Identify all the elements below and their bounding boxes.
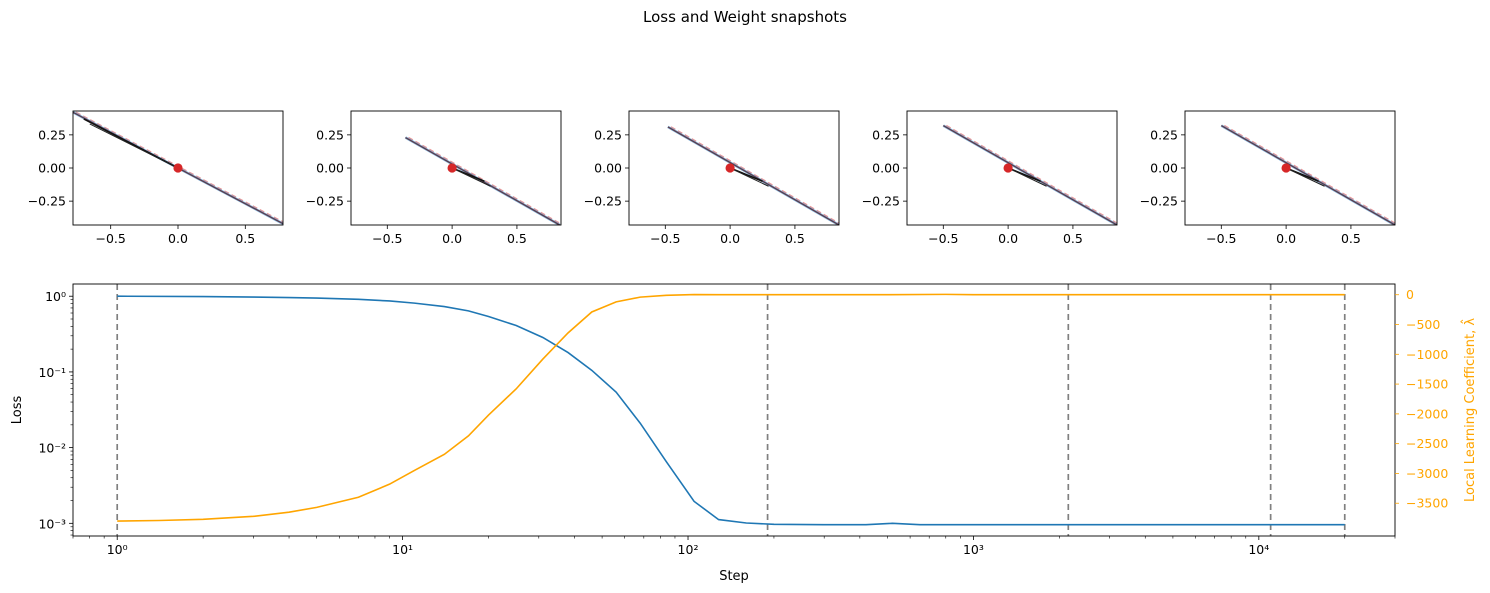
snapshot-y-tick-label: 0.25 xyxy=(316,127,344,142)
snapshot-x-tick-label: 0.0 xyxy=(442,231,462,246)
main-y-tick-label: 10⁻³ xyxy=(38,516,66,531)
main-y-right-tick-label: 0 xyxy=(1406,287,1414,302)
snapshot-x-tick-label: 0.0 xyxy=(168,231,188,246)
snapshot-y-tick-label: 0.25 xyxy=(594,127,622,142)
loss-series-line xyxy=(117,295,1345,526)
x-axis-label: Step xyxy=(719,569,749,584)
snapshot-weight-vector xyxy=(729,167,769,187)
snapshot-x-tick-label: 0.0 xyxy=(1276,231,1296,246)
snapshot-bias-marker xyxy=(447,163,457,173)
snapshot-panel: −0.5 0.0 0.5 0.25 0.00 −0.25 xyxy=(306,110,562,246)
snapshot-y-tick-label: 0.00 xyxy=(38,161,66,176)
snapshot-reference-line xyxy=(408,136,561,225)
snapshot-y-tick-label: 0.00 xyxy=(1150,161,1178,176)
snapshot-x-tick-label: 0.5 xyxy=(1063,231,1083,246)
snapshot-y-tick-label: −0.25 xyxy=(584,194,622,209)
snapshot-panel: −0.5 0.0 0.5 0.25 0.00 −0.25 xyxy=(1140,110,1396,246)
snapshot-plot-area xyxy=(73,111,283,225)
snapshot-x-tick-label: −0.5 xyxy=(928,231,958,246)
snapshot-x-tick-label: 0.5 xyxy=(1341,231,1361,246)
main-x-tick-label: 10¹ xyxy=(392,542,413,557)
snapshot-reference-line xyxy=(945,124,1117,225)
snapshot-bias-marker xyxy=(1281,163,1291,173)
snapshot-weight-vector xyxy=(1007,167,1047,187)
snapshot-y-tick-label: 0.00 xyxy=(872,161,900,176)
snapshot-weight-line xyxy=(942,125,1117,225)
snapshot-weight-vector xyxy=(451,167,491,187)
main-y-right-tick-label: −1500 xyxy=(1406,377,1448,392)
snapshot-x-tick-label: 0.0 xyxy=(720,231,740,246)
main-y-right-tick-label: −3000 xyxy=(1406,466,1448,481)
snapshot-x-tick-label: 0.5 xyxy=(507,231,527,246)
snapshot-x-tick-label: −0.5 xyxy=(96,231,126,246)
snapshot-y-tick-label: −0.25 xyxy=(1140,194,1178,209)
snapshot-x-tick-label: −0.5 xyxy=(1206,231,1236,246)
snapshot-x-tick-label: 0.5 xyxy=(785,231,805,246)
snapshot-bias-marker xyxy=(173,163,183,173)
main-frame xyxy=(72,283,1396,537)
main-y-right-tick-label: −3500 xyxy=(1406,496,1448,511)
snapshot-plot-area xyxy=(667,125,839,225)
snapshot-plot-area xyxy=(404,136,561,225)
snapshot-x-tick-label: −0.5 xyxy=(372,231,402,246)
main-y-right-tick-label: −2000 xyxy=(1406,406,1448,421)
main-y-tick-label: 10⁻¹ xyxy=(38,365,66,380)
llc-series-line xyxy=(117,293,1345,522)
main-y-tick-label: 10⁰ xyxy=(45,289,66,304)
main-y-right-tick-label: −1000 xyxy=(1406,347,1448,362)
figure-title: Loss and Weight snapshots xyxy=(643,8,847,26)
snapshot-panel: −0.5 0.0 0.5 0.25 0.00 −0.25 xyxy=(584,110,840,246)
snapshot-y-tick-label: −0.25 xyxy=(862,194,900,209)
snapshot-panel: −0.5 0.0 0.5 0.25 0.00 −0.25 xyxy=(28,110,284,246)
snapshot-y-tick-label: −0.25 xyxy=(28,194,66,209)
snapshot-y-tick-label: 0.25 xyxy=(872,127,900,142)
main-chart: 10⁰ 10¹ 10² 10³ 10⁴ 10⁻³ 10⁻² 10⁻¹ 10⁰ 0 −500 −1000… xyxy=(10,283,1478,584)
snapshot-weight-vector xyxy=(89,123,179,169)
snapshot-bias-marker xyxy=(1003,163,1013,173)
y-right-axis-label: Local Learning Coefficient, λ̂ xyxy=(1461,318,1478,502)
snapshot-bias-marker xyxy=(725,163,735,173)
snapshot-panels: −0.5 0.0 0.5 0.25 0.00 −0.25 −0.5 0.0 0.5 0.25 0.0… xyxy=(28,110,1396,246)
snapshot-y-tick-label: 0.00 xyxy=(594,161,622,176)
snapshot-y-tick-label: 0.00 xyxy=(316,161,344,176)
snapshot-x-tick-label: 0.5 xyxy=(235,231,255,246)
main-x-tick-label: 10⁴ xyxy=(1248,542,1269,557)
main-x-tick-label: 10³ xyxy=(963,542,984,557)
snapshot-y-tick-label: 0.25 xyxy=(1150,127,1178,142)
main-plot-area xyxy=(116,284,1346,536)
main-y-right-tick-label: −2500 xyxy=(1406,436,1448,451)
snapshot-weight-vector xyxy=(1285,167,1325,187)
snapshot-weight-line xyxy=(667,126,839,225)
main-x-tick-label: 10² xyxy=(678,542,699,557)
snapshot-y-tick-label: −0.25 xyxy=(306,194,344,209)
snapshot-reference-line xyxy=(1223,124,1395,225)
snapshot-reference-line xyxy=(670,126,839,225)
snapshot-plot-area xyxy=(942,124,1117,225)
snapshot-plot-area xyxy=(1220,124,1395,225)
snapshot-weight-line xyxy=(1220,125,1395,225)
main-x-tick-label: 10⁰ xyxy=(107,542,128,557)
snapshot-panel: −0.5 0.0 0.5 0.25 0.00 −0.25 xyxy=(862,110,1118,246)
main-y-right-tick-label: −500 xyxy=(1406,317,1440,332)
y-axis-label: Loss xyxy=(10,396,25,425)
snapshot-y-tick-label: 0.25 xyxy=(38,127,66,142)
snapshot-x-tick-label: −0.5 xyxy=(650,231,680,246)
main-y-tick-label: 10⁻² xyxy=(38,441,66,456)
snapshot-x-tick-label: 0.0 xyxy=(998,231,1018,246)
